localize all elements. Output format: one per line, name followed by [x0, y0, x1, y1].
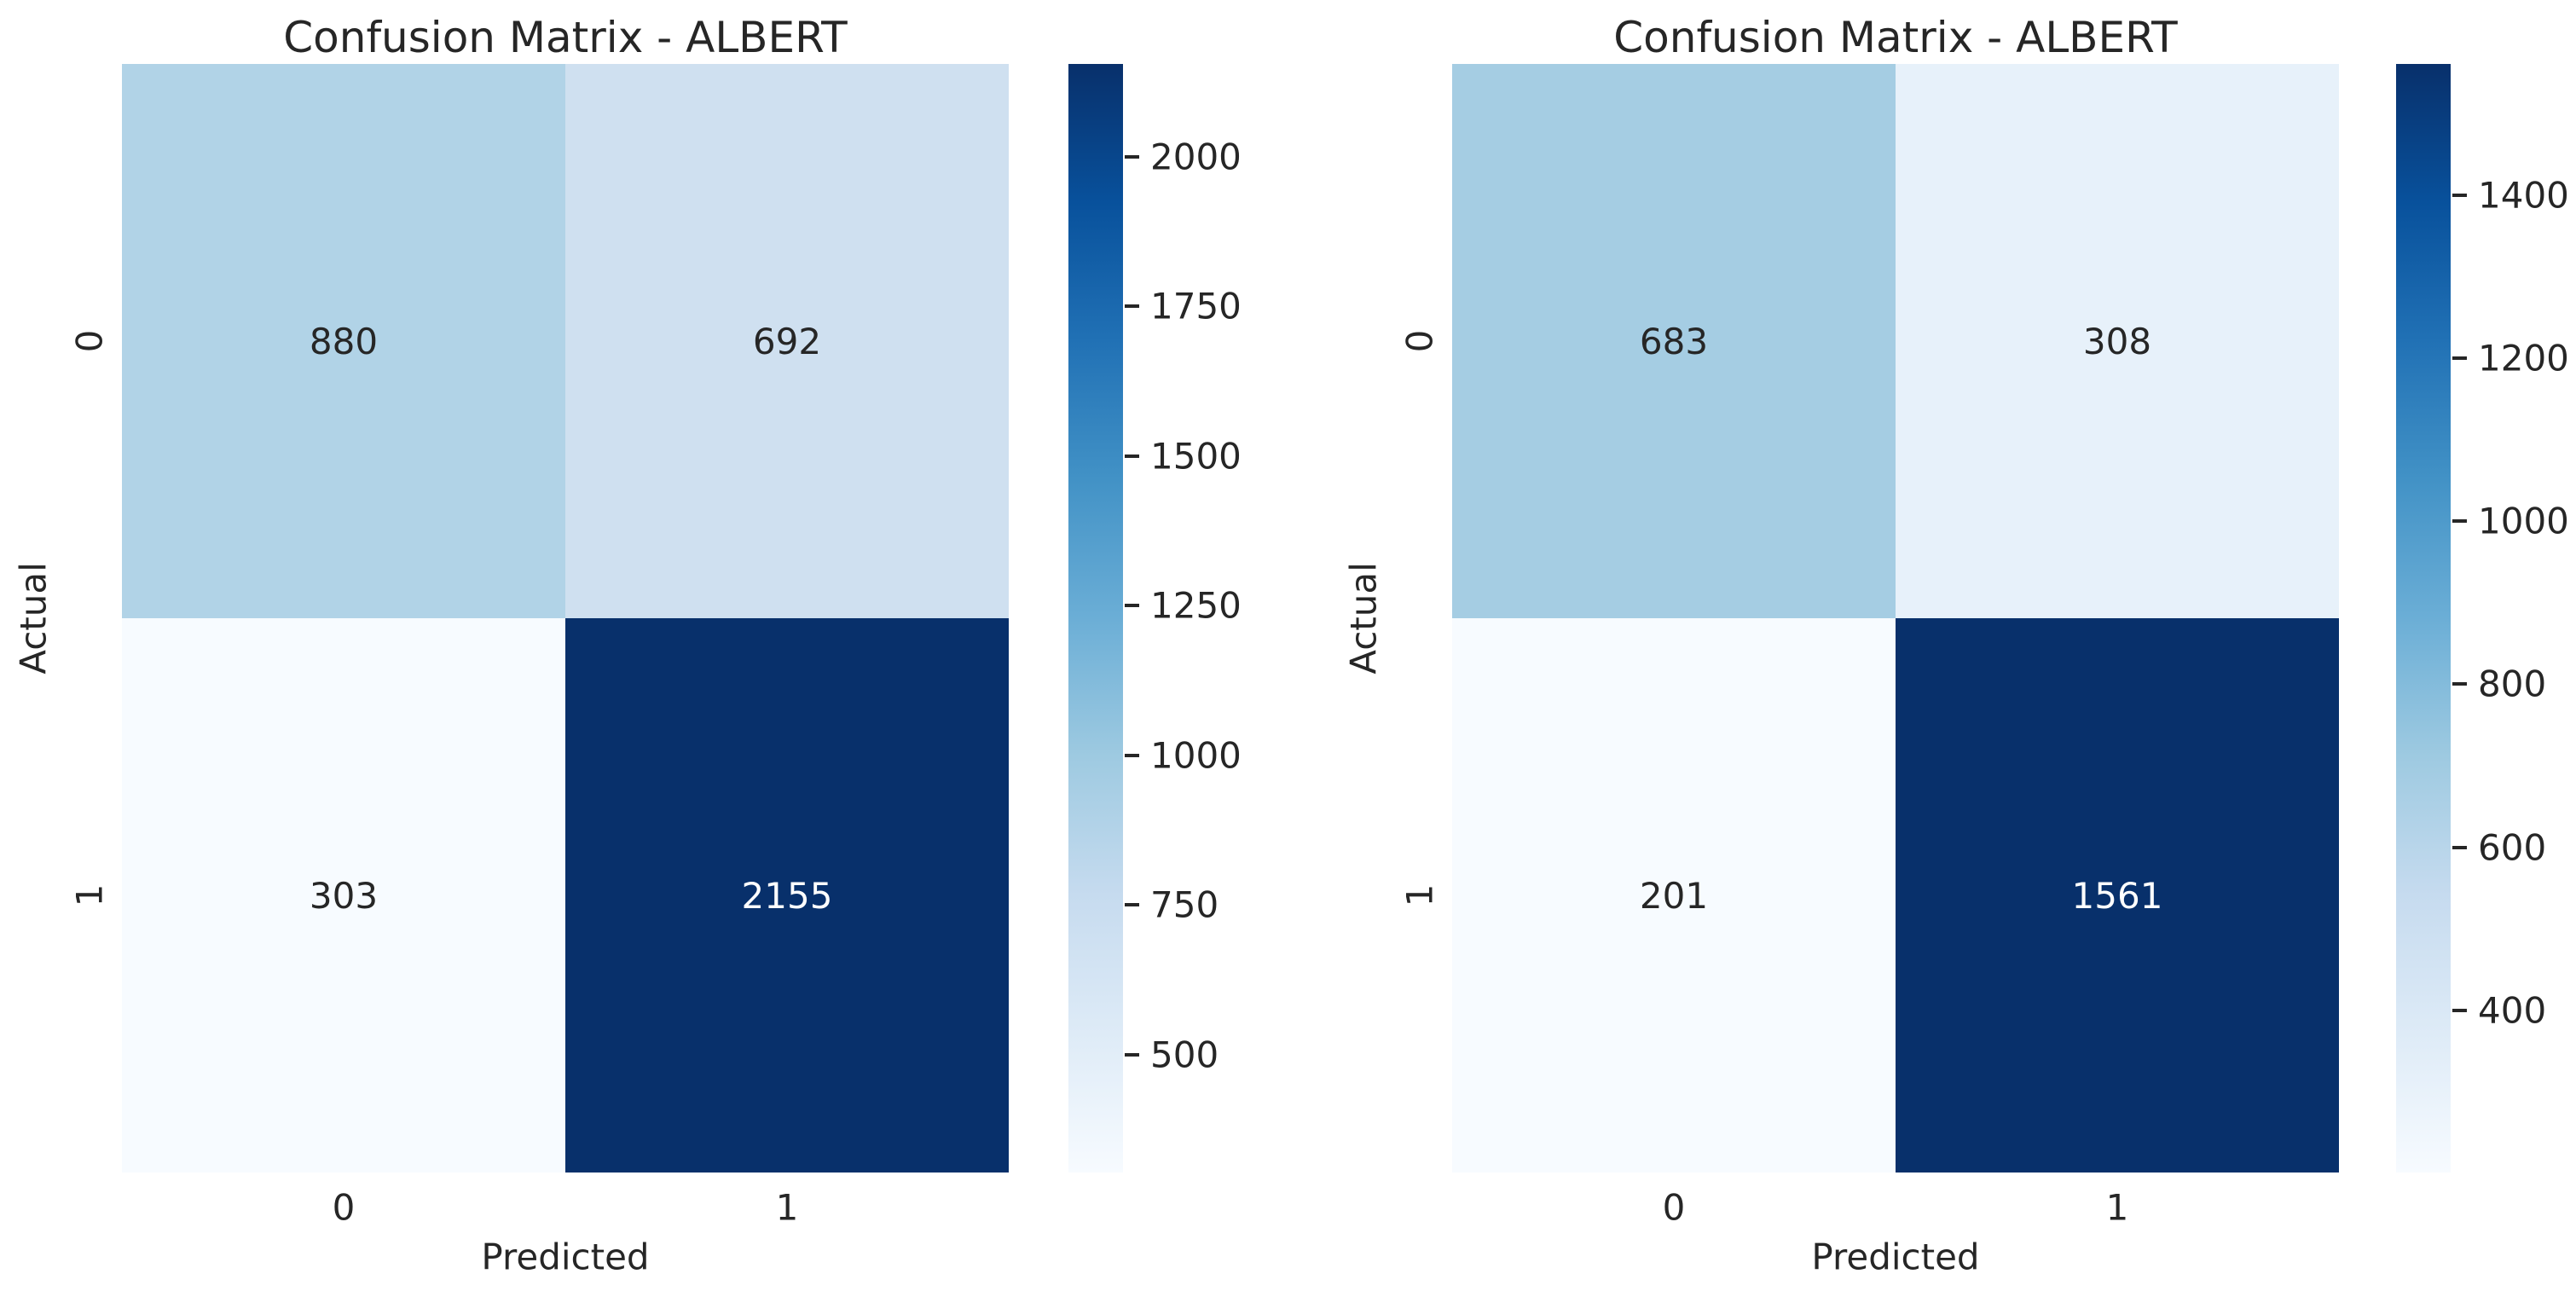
- x-axis-label-text: Predicted: [481, 1236, 650, 1278]
- y-axis-label-text: Actual: [1342, 562, 1385, 675]
- colorbar-tick-label: 1200: [2478, 337, 2569, 379]
- colorbar-gradient: [2396, 64, 2451, 1173]
- colorbar-tick-mark: [1125, 304, 1139, 309]
- x-tick-label-text: 0: [332, 1186, 356, 1229]
- x-tick-label-text: 0: [1662, 1186, 1686, 1229]
- colorbar-tick-label: 1250: [1150, 584, 1242, 627]
- heatmap-cell-r0c1: 308: [1896, 64, 2339, 618]
- heatmap-cell-r0c0: 880: [122, 64, 565, 618]
- colorbar-tick-label: 1400: [2478, 174, 2569, 217]
- colorbar-tick-mark: [2452, 1008, 2467, 1012]
- heatmap-grid: 880 692 303 2155: [122, 64, 1009, 1173]
- colorbar-tick-mark: [2452, 356, 2467, 361]
- colorbar-tick-mark: [2452, 845, 2467, 849]
- colorbar-tick-mark: [1125, 154, 1139, 159]
- colorbar-tick-mark: [1125, 604, 1139, 608]
- x-tick-label-text: 1: [775, 1186, 799, 1229]
- heatmap-cell-r0c0: 683: [1452, 64, 1896, 618]
- colorbar-gradient: [1068, 64, 1123, 1173]
- chart-title: Confusion Matrix - ALBERT: [283, 13, 848, 62]
- x-axis-label-text: Predicted: [1811, 1236, 1980, 1278]
- colorbar-tick-label: 1000: [1150, 734, 1242, 777]
- chart-title: Confusion Matrix - ALBERT: [1613, 13, 2178, 62]
- heatmap-cell-r1c1: 2155: [565, 618, 1009, 1173]
- colorbar-tick-label: 400: [2478, 989, 2547, 1032]
- colorbar-tick-label: 1500: [1150, 435, 1242, 478]
- colorbar-tick-label: 1000: [2478, 500, 2569, 542]
- colorbar-tick-mark: [1125, 753, 1139, 757]
- colorbar-tick-label: 750: [1150, 883, 1219, 926]
- colorbar-tick-label: 500: [1150, 1034, 1219, 1076]
- heatmap-grid: 683 308 201 1561: [1452, 64, 2339, 1173]
- colorbar-tick-mark: [2452, 193, 2467, 197]
- colorbar-tick-mark: [2452, 682, 2467, 686]
- heatmap-cell-r1c0: 303: [122, 618, 565, 1173]
- colorbar-tick-label: 2000: [1150, 136, 1242, 178]
- colorbar-tick-mark: [1125, 1052, 1139, 1057]
- colorbar-tick-mark: [2452, 519, 2467, 524]
- colorbar-tick-label: 1750: [1150, 285, 1242, 327]
- x-tick-label-text: 1: [2105, 1186, 2129, 1229]
- heatmap-cell-r1c0: 201: [1452, 618, 1896, 1173]
- y-tick-label-text: 0: [1398, 329, 1441, 353]
- heatmap-cell-r1c1: 1561: [1896, 618, 2339, 1173]
- colorbar-tick-mark: [1125, 903, 1139, 907]
- colorbar: 400 600 800 1000 1200 1400: [2396, 64, 2569, 1173]
- y-tick-label-text: 1: [1398, 883, 1441, 907]
- heatmap-cell-r0c1: 692: [565, 64, 1009, 618]
- colorbar-tick-mark: [1125, 454, 1139, 458]
- colorbar-tick-label: 800: [2478, 663, 2547, 705]
- colorbar-tick-label: 600: [2478, 826, 2547, 869]
- colorbar: 500 750 1000 1250 1500 1750 2000: [1068, 64, 1242, 1173]
